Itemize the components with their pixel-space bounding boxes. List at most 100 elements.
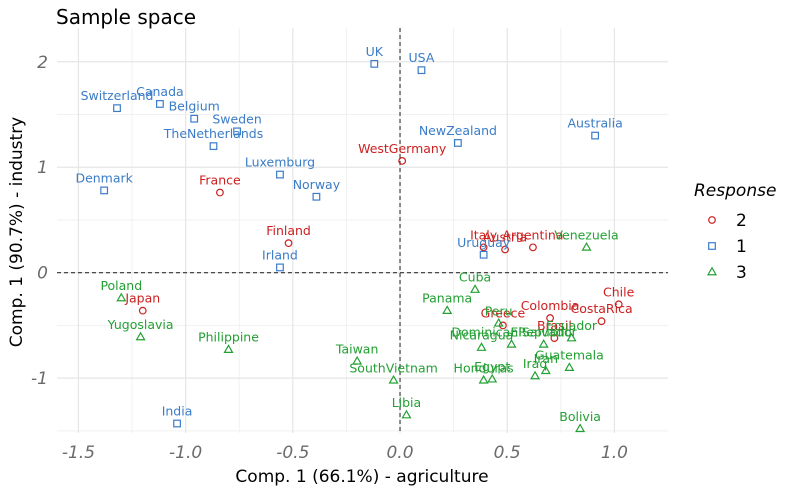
legend-key-1 <box>708 242 716 250</box>
point-label-nicaragua: Nicaragua <box>450 328 514 343</box>
point-label-panama: Panama <box>422 291 472 306</box>
chart-title: Sample space <box>56 5 196 29</box>
point-label-usa: USA <box>409 50 435 65</box>
point-label-newzealand: NewZealand <box>419 123 497 138</box>
point-india <box>173 419 181 428</box>
point-newzealand <box>454 139 462 147</box>
point-label-costarica: CostaRica <box>570 301 632 316</box>
point-labels: France WestGermany Finland Japan AustriaItal… <box>75 44 634 424</box>
point-uk <box>370 59 379 68</box>
y-tick-label: 1 <box>37 158 48 178</box>
point-westgermany <box>398 156 407 165</box>
point-guatemala <box>564 362 575 371</box>
point-label-australia: Australia <box>567 116 622 131</box>
point-label-venezuela: Venezuela <box>554 227 618 242</box>
point-label-bolivia: Bolivia <box>559 409 601 424</box>
point-label-india: India <box>162 404 193 419</box>
point-switzerland <box>113 104 121 113</box>
point-colombia <box>546 314 554 322</box>
point-chile <box>614 300 623 309</box>
point-label-peru: Peru <box>485 303 513 318</box>
point-denmark <box>100 186 109 195</box>
point-label-libia: Libia <box>392 395 422 410</box>
point-label-philippine: Philippine <box>198 330 259 345</box>
legend-key-3 <box>706 266 718 276</box>
point-yugoslavia <box>135 331 146 341</box>
point-iran <box>540 365 551 375</box>
point-brasil <box>550 334 559 342</box>
point-label-colombia: Colombia <box>521 298 580 313</box>
point-label-luxemburg: Luxemburg <box>245 155 315 170</box>
point-sweden <box>233 127 241 136</box>
point-label-thenetherlands: TheNetherlands <box>163 126 263 141</box>
point-label-belgium: Belgium <box>169 99 220 114</box>
point-belgium <box>190 114 199 123</box>
point-label-honduras: Honduras <box>454 360 514 375</box>
point-label-irland: Irland <box>262 247 298 262</box>
point-taiwan <box>352 355 363 365</box>
point-label-switzerland: Switzerland <box>81 88 154 103</box>
reference-lines <box>57 28 668 433</box>
point-label-dominicanrepublic: DominicanRepublic <box>451 324 571 339</box>
point-label-iraq: Iraq <box>523 356 547 371</box>
point-label-elsalvador: ElSalvador <box>511 324 578 339</box>
legend-key-2 <box>708 216 716 224</box>
x-tick-label: 0.0 <box>386 443 413 463</box>
point-label-egypt: Egypt <box>474 359 510 374</box>
point-norway <box>312 192 321 201</box>
point-label-chile: Chile <box>603 284 635 299</box>
point-label-poland: Poland <box>100 278 142 293</box>
point-label-cuba: Cuba <box>459 270 491 285</box>
point-greece <box>499 321 507 330</box>
point-cuba <box>470 284 481 293</box>
legend-entries: 2 1 3 <box>706 211 747 283</box>
point-label-canada: Canada <box>136 84 184 99</box>
point-label-westgermany: WestGermany <box>358 141 447 156</box>
point-poland <box>116 292 127 302</box>
point-luxemburg <box>276 170 284 179</box>
x-axis-label: Comp. 1 (66.1%) - agriculture <box>235 467 488 487</box>
y-tick-label: -1 <box>31 369 48 389</box>
point-honduras <box>478 374 489 384</box>
axes: -1.5 -1.0 -0.5 0.0 0.5 1.0 -1 0 1 2 <box>31 53 628 463</box>
point-label-norway: Norway <box>293 177 341 192</box>
point-argentina <box>529 243 537 252</box>
x-tick-label: -1.0 <box>169 443 202 463</box>
point-ecuador <box>566 332 577 342</box>
y-tick-label: 2 <box>37 53 48 73</box>
point-costarica <box>597 317 606 326</box>
point-nicaragua <box>476 342 487 351</box>
point-label-italy: Italy <box>470 227 498 242</box>
point-label-yugoslavia: Yugoslavia <box>107 317 174 332</box>
point-label-argentina: Argentina <box>502 227 563 242</box>
point-label-uruguay: Uruguay <box>457 235 511 250</box>
legend-label-2: 2 <box>736 211 747 231</box>
x-tick-label: -1.5 <box>62 443 95 463</box>
x-tick-label: -0.5 <box>276 443 309 463</box>
legend: Response 2 1 3 <box>694 181 776 283</box>
point-philippine <box>223 344 234 354</box>
point-uruguay <box>479 250 488 259</box>
point-iraq <box>530 370 541 380</box>
point-austria <box>501 245 509 254</box>
point-label-iran: Iran <box>534 351 558 366</box>
point-egypt <box>487 373 498 383</box>
point-finland <box>284 239 293 248</box>
point-usa <box>417 66 426 75</box>
point-italy <box>479 243 488 252</box>
point-label-guatemala: Guatemala <box>535 348 604 363</box>
point-label-brasil: Brasil <box>537 318 572 333</box>
point-elsalvador <box>538 339 549 348</box>
point-thenetherlands <box>209 142 218 151</box>
point-label-ecuador: Ecuador <box>546 318 598 333</box>
point-dominicanrepublic <box>506 339 517 348</box>
grid <box>57 28 668 433</box>
point-label-southvietnam: SouthVietnam <box>349 360 437 375</box>
point-label-taiwan: Taiwan <box>335 341 379 356</box>
point-label-uk: UK <box>366 44 384 59</box>
legend-label-3: 3 <box>736 263 747 283</box>
point-libia <box>401 409 412 419</box>
point-peru <box>493 317 504 327</box>
